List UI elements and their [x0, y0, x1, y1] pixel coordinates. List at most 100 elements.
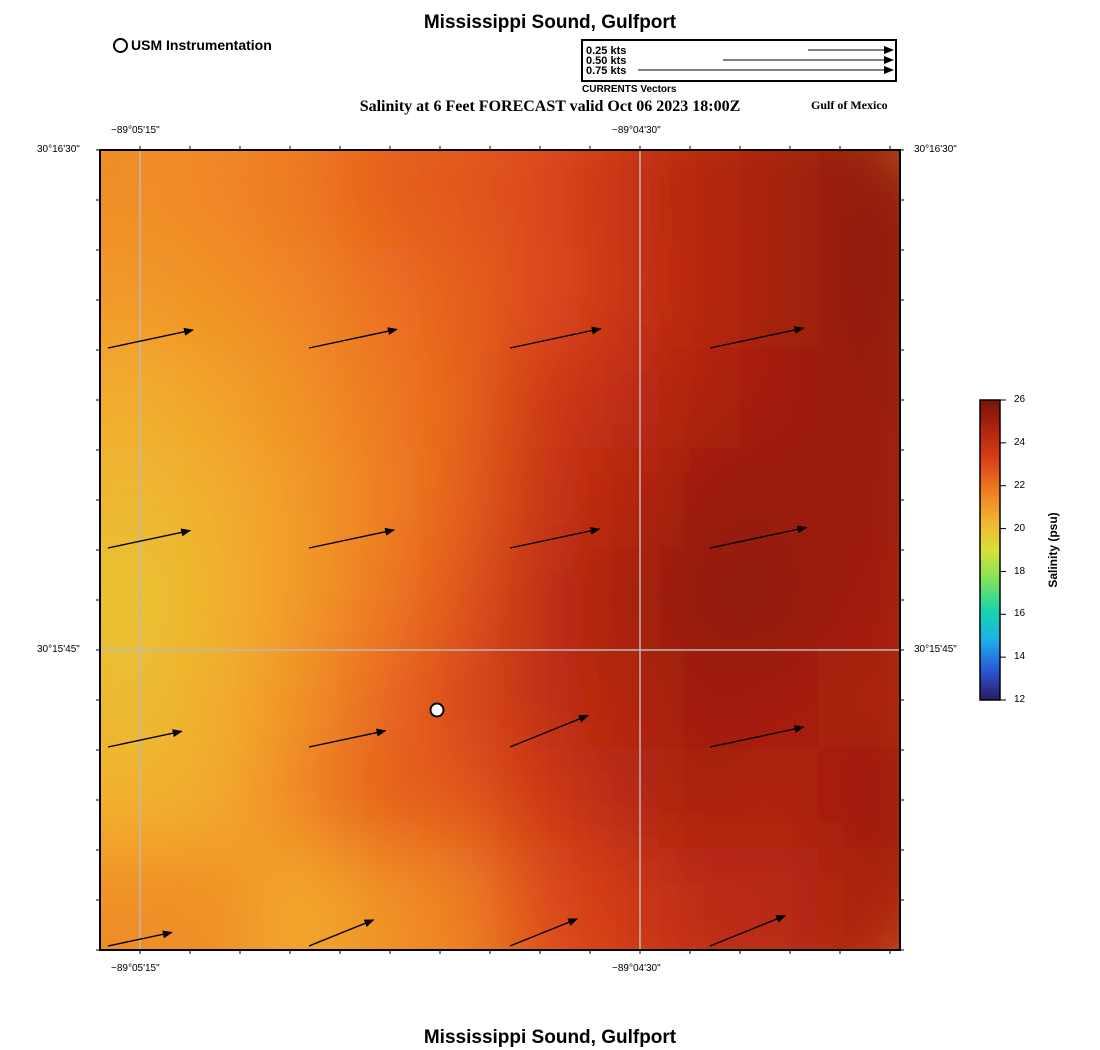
salinity-cell [338, 648, 422, 752]
vector-legend-label-3: 0.75 kts [586, 65, 627, 77]
current-vectors [107, 326, 808, 947]
current-vector-arrow [509, 326, 602, 349]
salinity-cell [738, 348, 822, 452]
salinity-cell [578, 848, 662, 950]
salinity-cell [578, 448, 662, 552]
salinity-cell [818, 648, 900, 752]
salinity-cell [498, 150, 582, 252]
salinity-cell-pad [180, 950, 260, 1010]
salinity-cell [418, 150, 502, 252]
salinity-cell [338, 548, 422, 652]
salinity-cell [338, 248, 422, 352]
salinity-cell [338, 848, 422, 950]
current-vector-arrow [509, 714, 589, 748]
salinity-cell [178, 150, 262, 252]
salinity-cell [100, 150, 182, 252]
usm-station-marker[interactable] [429, 702, 445, 718]
current-vector-arrow [308, 527, 396, 549]
salinity-cell [178, 548, 262, 652]
salinity-cell [178, 448, 262, 552]
salinity-cell [818, 248, 900, 352]
salinity-cell-pad [820, 90, 900, 150]
salinity-cell-pad [820, 950, 900, 1010]
colorbar-tick-16: 16 [1014, 608, 1026, 619]
salinity-cell [578, 348, 662, 452]
salinity-cell [338, 150, 422, 252]
salinity-cell [178, 348, 262, 452]
salinity-cell-pad [740, 90, 820, 150]
vector-legend-label-2: 0.50 kts [586, 55, 627, 67]
salinity-cell [418, 648, 502, 752]
salinity-cell [418, 348, 502, 452]
salinity-cell-pad [660, 90, 740, 150]
salinity-cell [418, 248, 502, 352]
current-vector-arrow [308, 919, 375, 947]
current-vector-arrow [509, 918, 579, 947]
salinity-cell-pad [900, 150, 960, 250]
colorbar-tick-20: 20 [1014, 523, 1026, 534]
salinity-cell [818, 448, 900, 552]
circle-icon [113, 37, 128, 53]
left-lat-label-1: 30°16'30" [37, 144, 80, 155]
current-vector-arrow [709, 914, 787, 947]
salinity-cell-pad [40, 550, 100, 650]
salinity-cell [578, 150, 662, 252]
salinity-field [40, 90, 960, 1010]
salinity-cell-pad [340, 90, 420, 150]
current-vector-arrow [107, 930, 173, 947]
salinity-cell-pad [40, 350, 100, 450]
salinity-cell [178, 248, 262, 352]
salinity-cell-pad [900, 850, 960, 950]
salinity-cell [100, 348, 182, 452]
salinity-cell [258, 348, 342, 452]
salinity-cell-pad [900, 650, 960, 750]
current-vector-arrow [709, 725, 805, 748]
salinity-cell [658, 150, 742, 252]
salinity-cell-pad [40, 250, 100, 350]
bottom-lon-label-1: −89°05'15" [111, 963, 160, 974]
vector-legend-arrows [638, 46, 894, 74]
left-lat-label-2: 30°15'45" [37, 644, 80, 655]
salinity-cell [178, 748, 262, 852]
salinity-cell-pad [260, 950, 340, 1010]
salinity-cell [498, 348, 582, 452]
salinity-cell [498, 448, 582, 552]
map-subtitle: Salinity at 6 Feet FORECAST valid Oct 06… [359, 98, 741, 115]
right-lat-label-2: 30°15'45" [914, 644, 957, 655]
salinity-cell [100, 548, 182, 652]
right-lat-label-1: 30°16'30" [914, 144, 957, 155]
salinity-cell [258, 848, 342, 950]
current-vector-arrow [107, 327, 195, 349]
salinity-cell-pad [100, 90, 180, 150]
current-vector-arrow [709, 525, 808, 549]
salinity-cell [100, 748, 182, 852]
salinity-cell [738, 848, 822, 950]
colorbar-tick-22: 22 [1014, 480, 1026, 491]
marker-legend-label: USM Instrumentation [131, 37, 272, 53]
salinity-cell [338, 348, 422, 452]
salinity-cell [658, 548, 742, 652]
salinity-cell [258, 448, 342, 552]
salinity-cell [498, 248, 582, 352]
region-label: Gulf of Mexico [811, 98, 888, 112]
salinity-cell [418, 548, 502, 652]
salinity-cell [658, 448, 742, 552]
salinity-cell [498, 548, 582, 652]
salinity-cell [498, 748, 582, 852]
salinity-cell [578, 548, 662, 652]
salinity-cell [738, 150, 822, 252]
top-lon-label-2: −89°04'30" [612, 125, 661, 136]
salinity-cell-pad [420, 950, 500, 1010]
salinity-cell-pad [260, 90, 340, 150]
salinity-cell [658, 348, 742, 452]
salinity-cell [418, 448, 502, 552]
salinity-cell [338, 448, 422, 552]
graticule [100, 150, 900, 950]
salinity-cell-pad [500, 950, 580, 1010]
bottom-lon-label-2: −89°04'30" [612, 963, 661, 974]
salinity-cell-pad [40, 650, 100, 750]
salinity-cell-pad [500, 90, 580, 150]
salinity-cell-pad [580, 90, 660, 150]
current-vector-arrow [709, 326, 805, 349]
salinity-cell [338, 748, 422, 852]
